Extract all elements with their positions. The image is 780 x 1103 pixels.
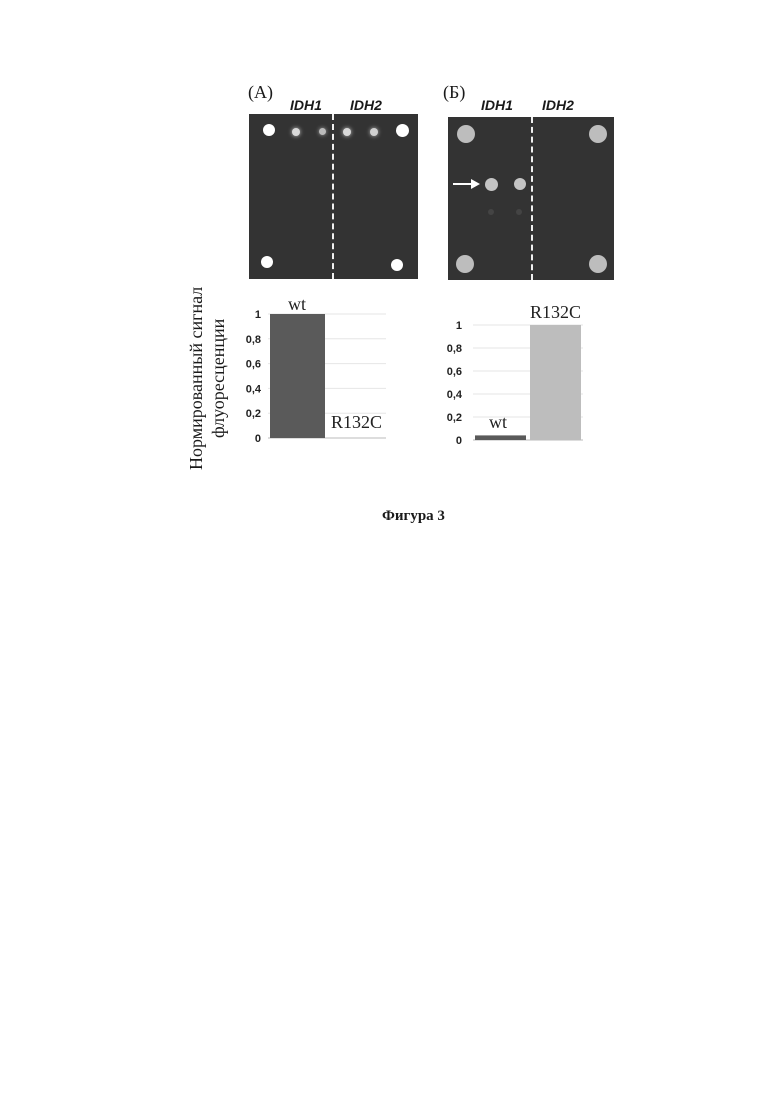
arrow-icon <box>453 178 481 190</box>
y-tick-label: 1 <box>456 320 462 332</box>
control-spot <box>456 255 474 273</box>
y-tick-label: 0,8 <box>447 343 462 355</box>
probe-spot <box>370 128 378 136</box>
panel-b-label: (Б) <box>443 82 465 103</box>
control-spot <box>263 124 275 136</box>
bar-wt <box>475 435 526 440</box>
y-tick-label: 0,2 <box>447 412 462 424</box>
control-spot <box>396 124 409 137</box>
y-tick-label: 1 <box>255 309 261 321</box>
bar-label-wt: wt <box>288 294 306 314</box>
probe-spot-faint <box>516 209 522 215</box>
panel-b-gene-idh2-label: IDH2 <box>542 97 574 113</box>
control-spot <box>457 125 475 143</box>
control-spot <box>261 256 273 268</box>
bar-wt <box>270 314 325 438</box>
y-axis-label-line1: Нормированный сигнал <box>185 287 207 470</box>
control-spot <box>589 255 607 273</box>
panel-a-blot-image <box>249 114 418 279</box>
bar-label-r132c: R132C <box>331 412 382 432</box>
panel-a-gene-idh1-label: IDH1 <box>290 97 322 113</box>
y-tick-label: 0,4 <box>447 389 463 401</box>
control-spot <box>589 125 607 143</box>
y-axis-label: Нормированный сигнал флуоресценции <box>185 287 229 470</box>
y-axis-label-line2: флуоресценции <box>207 287 229 470</box>
bar-r132c <box>530 325 581 440</box>
y-tick-label: 0,4 <box>246 383 262 395</box>
probe-spot <box>319 128 326 135</box>
panel-a-gene-idh2-label: IDH2 <box>350 97 382 113</box>
y-tick-label: 0,8 <box>246 334 261 346</box>
probe-spot <box>343 128 351 136</box>
y-tick-label: 0 <box>456 435 462 447</box>
panel-a-divider <box>332 114 334 279</box>
y-tick-label: 0,6 <box>447 366 462 378</box>
probe-spot-positive <box>514 178 526 190</box>
y-tick-label: 0 <box>255 433 261 445</box>
bar-label-wt: wt <box>489 412 507 432</box>
panel-b-divider <box>531 117 533 280</box>
chart-a: 1 0,8 0,6 0,4 0,2 0 wt R132C <box>228 292 398 452</box>
bar-label-r132c: R132C <box>530 302 581 322</box>
probe-spot-faint <box>488 209 494 215</box>
y-tick-label: 0,6 <box>246 359 261 371</box>
control-spot <box>391 259 403 271</box>
y-tick-label: 0,2 <box>246 408 261 420</box>
figure-caption: Фигура 3 <box>382 508 445 525</box>
probe-spot-positive <box>485 178 498 191</box>
chart-b: 1 0,8 0,6 0,4 0,2 0 wt R132C <box>435 298 595 453</box>
panel-b-blot-image <box>448 117 614 280</box>
probe-spot <box>292 128 300 136</box>
panel-a-label: (A) <box>248 82 273 103</box>
panel-b-gene-idh1-label: IDH1 <box>481 97 513 113</box>
